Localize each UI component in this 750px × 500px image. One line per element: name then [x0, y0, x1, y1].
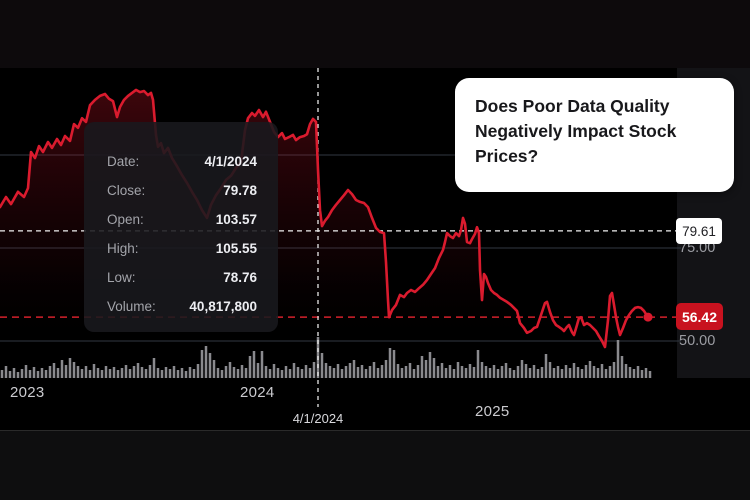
bottom-band: [0, 430, 750, 500]
price-badge-upper: 79.61: [676, 218, 722, 244]
question-callout: Does Poor Data Quality Negatively Impact…: [455, 78, 734, 192]
tooltip-date-value: 4/1/2024: [204, 154, 257, 169]
volume-bars: [0, 337, 652, 378]
x-tick-2025: 2025: [475, 403, 510, 420]
tooltip-row-open: Open: 103.57: [107, 205, 257, 234]
tooltip-volume-value: 40,817,800: [189, 299, 257, 314]
tooltip-close-value: 79.78: [223, 183, 257, 198]
y-tick-50: 50.00: [679, 333, 716, 349]
last-price-dot: [643, 312, 653, 322]
tooltip-close-label: Close:: [107, 183, 146, 198]
x-tick-2023: 2023: [10, 384, 45, 401]
price-line: [0, 88, 650, 349]
tooltip-high-label: High:: [107, 241, 139, 256]
y-tick-75: 75.00: [679, 240, 716, 256]
tooltip-open-label: Open:: [107, 212, 144, 227]
tooltip-open-value: 103.57: [215, 212, 257, 227]
price-badge-last: 56.42: [676, 303, 723, 330]
price-badge-last-value: 56.42: [681, 308, 718, 325]
price-badge-upper-value: 79.61: [682, 223, 716, 239]
tooltip-row-date: Date: 4/1/2024: [107, 147, 257, 176]
tooltip-date-label: Date:: [107, 154, 140, 169]
tooltip-high-value: 105.55: [215, 241, 257, 256]
tooltip-row-low: Low: 78.76: [107, 263, 257, 292]
tooltip-volume-label: Volume:: [107, 299, 156, 314]
tooltip-row-high: High: 105.55: [107, 234, 257, 263]
tooltip-row-close: Close: 79.78: [107, 176, 257, 205]
x-tick-2024: 2024: [240, 384, 275, 401]
tooltip-low-value: 78.76: [223, 270, 257, 285]
tooltip-low-label: Low:: [107, 270, 136, 285]
ohlc-tooltip: Date: 4/1/2024 Close: 79.78 Open: 103.57…: [84, 122, 278, 332]
tooltip-row-volume: Volume: 40,817,800: [107, 292, 257, 321]
crosshair-date-label: 4/1/2024: [292, 411, 344, 426]
top-band: [0, 0, 750, 68]
question-callout-text: Does Poor Data Quality Negatively Impact…: [475, 96, 677, 167]
